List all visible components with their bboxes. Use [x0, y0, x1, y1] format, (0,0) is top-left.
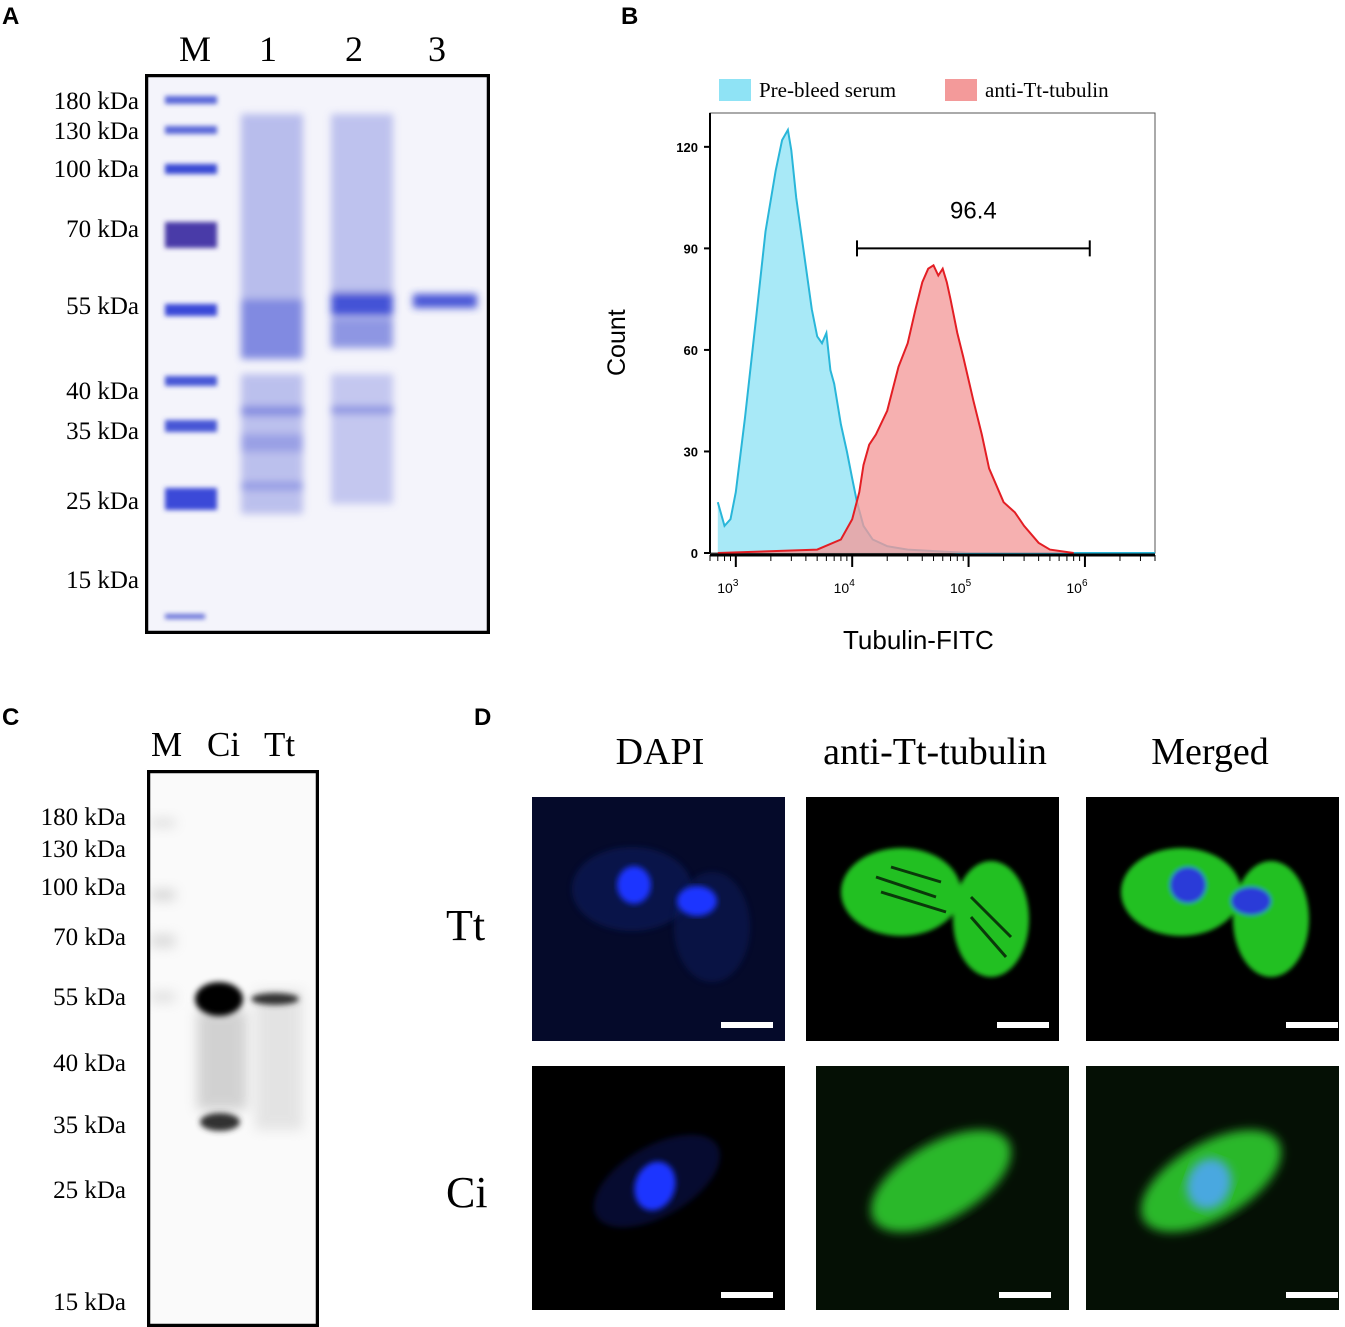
y-tick-label-90: 90 [684, 241, 698, 256]
gel-a-marker-70: 70 kDa [66, 216, 139, 243]
scale-bar-ci-dapi [721, 1292, 773, 1298]
panel-b-letter: B [621, 3, 639, 30]
scale-bar-tt-tubulin [997, 1022, 1049, 1028]
gel-a-marker-35: 35 kDa [66, 418, 139, 445]
series-area-pre-bleed [717, 129, 1155, 553]
x-tick-label-6: 106 [1066, 578, 1088, 596]
lane-label-m: M [179, 29, 212, 69]
lane-label-2: 2 [345, 29, 363, 69]
micrograph-tt-dapi [532, 797, 785, 1041]
scale-bar-ci-tubulin [999, 1292, 1051, 1298]
panel-a-letter: A [2, 3, 20, 30]
gate-label: 96.4 [950, 197, 997, 224]
blot-marker-35: 35 kDa [53, 1112, 126, 1139]
x-tick-label-5: 105 [950, 578, 972, 596]
gel-a-marker-180: 180 kDa [53, 88, 139, 115]
series-area-anti-tt [717, 265, 1074, 553]
blot-marker-100: 100 kDa [40, 874, 126, 901]
blot-lane-label-ci: Ci [207, 725, 241, 764]
blot-marker-55: 55 kDa [53, 984, 126, 1011]
y-tick-label-60: 60 [684, 343, 698, 358]
legend-label-anti-tt: anti-Tt-tubulin [985, 77, 1109, 102]
panel-c-letter: C [2, 704, 20, 731]
scale-bar-tt-dapi [721, 1022, 773, 1028]
column-title-merged: Merged [1151, 731, 1269, 773]
legend-anti-tt: anti-Tt-tubulin [945, 78, 1109, 102]
western-blot-image [147, 770, 319, 1327]
column-title-anti-tt: anti-Tt-tubulin [823, 731, 1047, 773]
micrograph-ci-merged [1086, 1066, 1339, 1310]
gel-a-marker-25: 25 kDa [66, 488, 139, 515]
series-line-anti-tt [717, 263, 1074, 554]
lane-label-3: 3 [428, 29, 446, 69]
flow-histogram: 0 30 60 90 120 103 104 105 106 96.4 [676, 112, 1156, 596]
lane-label-1: 1 [259, 29, 277, 69]
micrograph-tt-tubulin [806, 797, 1059, 1041]
micrograph-ci-dapi [532, 1066, 785, 1310]
row-title-ci: Ci [446, 1168, 488, 1217]
x-tick-label-4: 104 [834, 578, 856, 596]
gel-a-marker-40: 40 kDa [66, 378, 139, 405]
column-title-dapi: DAPI [615, 731, 705, 773]
blot-marker-40: 40 kDa [53, 1050, 126, 1077]
scale-bar-ci-merged [1286, 1292, 1338, 1298]
legend-swatch-anti-tt [945, 79, 977, 101]
scale-bar-tt-merged [1286, 1022, 1338, 1028]
blot-lane-label-tt: Tt [264, 725, 296, 764]
blot-marker-25: 25 kDa [53, 1177, 126, 1204]
blot-marker-70: 70 kDa [53, 924, 126, 951]
blot-marker-180: 180 kDa [40, 804, 126, 831]
blot-lane-label-m: M [151, 725, 183, 764]
gel-a-marker-55: 55 kDa [66, 293, 139, 320]
gel-a-marker-130: 130 kDa [53, 118, 139, 145]
coomassie-gel-image [145, 74, 490, 634]
row-title-tt: Tt [446, 901, 486, 950]
y-tick-label-0: 0 [691, 546, 698, 561]
y-axis-label: Count [603, 309, 631, 376]
y-tick-label-120: 120 [676, 140, 698, 155]
legend-label-pre-bleed: Pre-bleed serum [759, 77, 897, 102]
panel-d-letter: D [474, 704, 492, 731]
micrograph-ci-tubulin [816, 1066, 1069, 1310]
blot-marker-130: 130 kDa [40, 836, 126, 863]
x-tick-label-3: 103 [717, 578, 739, 596]
legend-swatch-pre-bleed [719, 79, 751, 101]
gel-a-marker-15: 15 kDa [66, 567, 139, 594]
legend-pre-bleed: Pre-bleed serum [719, 78, 896, 102]
y-tick-label-30: 30 [684, 444, 698, 459]
blot-marker-15: 15 kDa [53, 1289, 126, 1316]
x-axis-label: Tubulin-FITC [843, 625, 994, 655]
gel-a-marker-100: 100 kDa [53, 156, 139, 183]
micrograph-tt-merged [1086, 797, 1339, 1041]
